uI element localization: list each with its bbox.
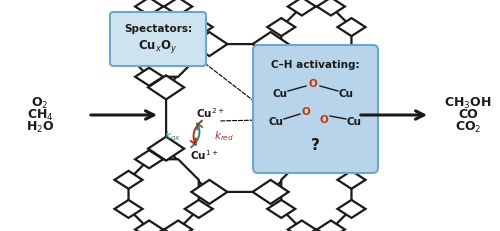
Polygon shape — [184, 18, 212, 36]
Polygon shape — [338, 200, 365, 218]
Polygon shape — [288, 220, 316, 231]
Text: CO: CO — [458, 109, 478, 122]
Text: $k_{red}$: $k_{red}$ — [214, 129, 234, 143]
Text: Cu$^{1+}$: Cu$^{1+}$ — [190, 148, 218, 162]
Polygon shape — [192, 180, 228, 204]
Text: CO$_2$: CO$_2$ — [454, 119, 481, 134]
Polygon shape — [317, 0, 345, 15]
Polygon shape — [114, 200, 142, 218]
Polygon shape — [114, 47, 142, 65]
Text: O$_2$: O$_2$ — [32, 95, 48, 111]
Polygon shape — [338, 47, 365, 65]
FancyBboxPatch shape — [253, 45, 378, 173]
Polygon shape — [296, 137, 332, 161]
Polygon shape — [317, 68, 345, 86]
Text: Cu: Cu — [268, 117, 283, 127]
Polygon shape — [317, 150, 345, 168]
Text: O: O — [320, 115, 328, 125]
Polygon shape — [164, 0, 192, 15]
Polygon shape — [252, 180, 288, 204]
Polygon shape — [128, 6, 198, 77]
Polygon shape — [148, 75, 184, 99]
Polygon shape — [184, 200, 212, 218]
Text: H$_2$O: H$_2$O — [26, 119, 54, 134]
Text: Cu: Cu — [272, 89, 287, 99]
Polygon shape — [288, 0, 316, 15]
Text: Spectators:: Spectators: — [124, 24, 192, 34]
Polygon shape — [135, 220, 163, 231]
Polygon shape — [148, 137, 184, 161]
Polygon shape — [135, 68, 163, 86]
Polygon shape — [135, 0, 163, 15]
Polygon shape — [192, 32, 228, 56]
FancyBboxPatch shape — [110, 12, 206, 66]
Text: Cu$_x$O$_y$: Cu$_x$O$_y$ — [138, 37, 177, 55]
Polygon shape — [164, 220, 192, 231]
Text: Cu$^{2+}$: Cu$^{2+}$ — [196, 106, 224, 120]
Text: C–H activating:: C–H activating: — [271, 60, 360, 70]
Polygon shape — [268, 200, 295, 218]
Polygon shape — [282, 159, 352, 229]
Polygon shape — [135, 150, 163, 168]
Polygon shape — [128, 159, 198, 229]
Polygon shape — [114, 18, 142, 36]
Polygon shape — [317, 220, 345, 231]
Text: Cu: Cu — [338, 89, 353, 99]
Polygon shape — [252, 32, 288, 56]
Text: Cu: Cu — [346, 117, 362, 127]
Text: O: O — [302, 107, 310, 117]
Polygon shape — [114, 171, 142, 189]
Polygon shape — [268, 18, 295, 36]
Polygon shape — [338, 171, 365, 189]
Text: O: O — [308, 79, 318, 89]
Polygon shape — [166, 44, 314, 192]
Polygon shape — [296, 75, 332, 99]
Polygon shape — [282, 6, 352, 77]
Text: ?: ? — [311, 139, 320, 154]
Text: CH$_4$: CH$_4$ — [26, 107, 54, 123]
Text: CH$_3$OH: CH$_3$OH — [444, 95, 492, 111]
Polygon shape — [338, 18, 365, 36]
Text: $k_{ox}$: $k_{ox}$ — [164, 129, 180, 143]
